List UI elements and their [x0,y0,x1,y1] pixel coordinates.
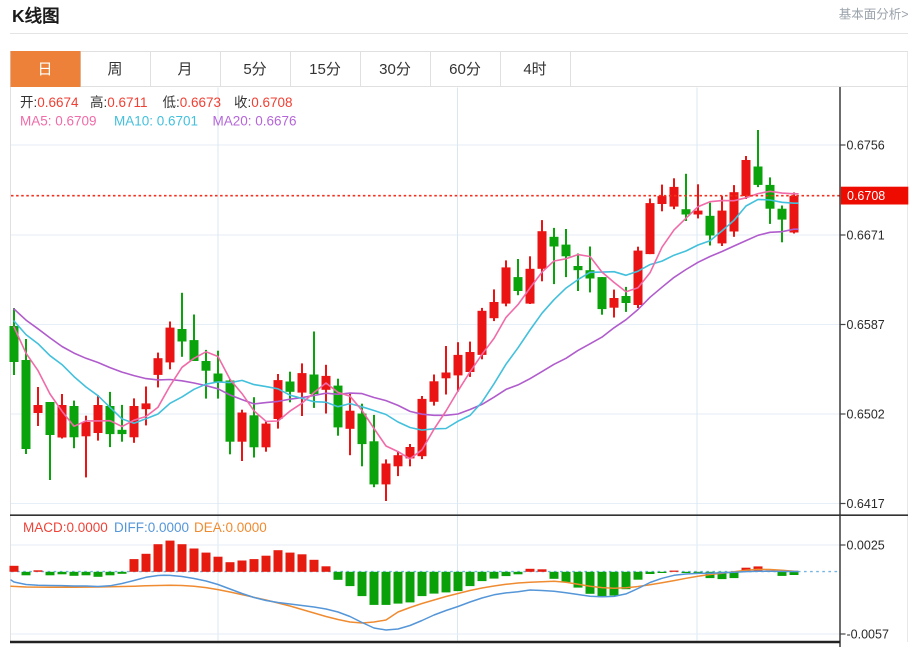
svg-text:30分: 30分 [379,61,411,78]
svg-text:0.6671: 0.6671 [847,228,885,242]
svg-text:4时: 4时 [523,61,546,78]
svg-text:15分: 15分 [309,61,341,78]
svg-text:月: 月 [177,61,192,78]
svg-text:0.6708: 0.6708 [847,189,885,203]
svg-text:5分: 5分 [243,61,266,78]
svg-text:基本面分析>: 基本面分析> [839,8,909,22]
svg-text:K线图: K线图 [12,6,60,26]
svg-text:0.6417: 0.6417 [847,497,885,511]
svg-text:0.6756: 0.6756 [847,138,885,152]
svg-text:周: 周 [107,61,122,78]
svg-text:0.6502: 0.6502 [847,407,885,421]
svg-text:日: 日 [37,61,52,78]
svg-text:0.6587: 0.6587 [847,318,885,332]
svg-text:-0.0057: -0.0057 [847,627,889,641]
svg-text:60分: 60分 [449,61,481,78]
svg-text:0.0025: 0.0025 [847,538,885,552]
